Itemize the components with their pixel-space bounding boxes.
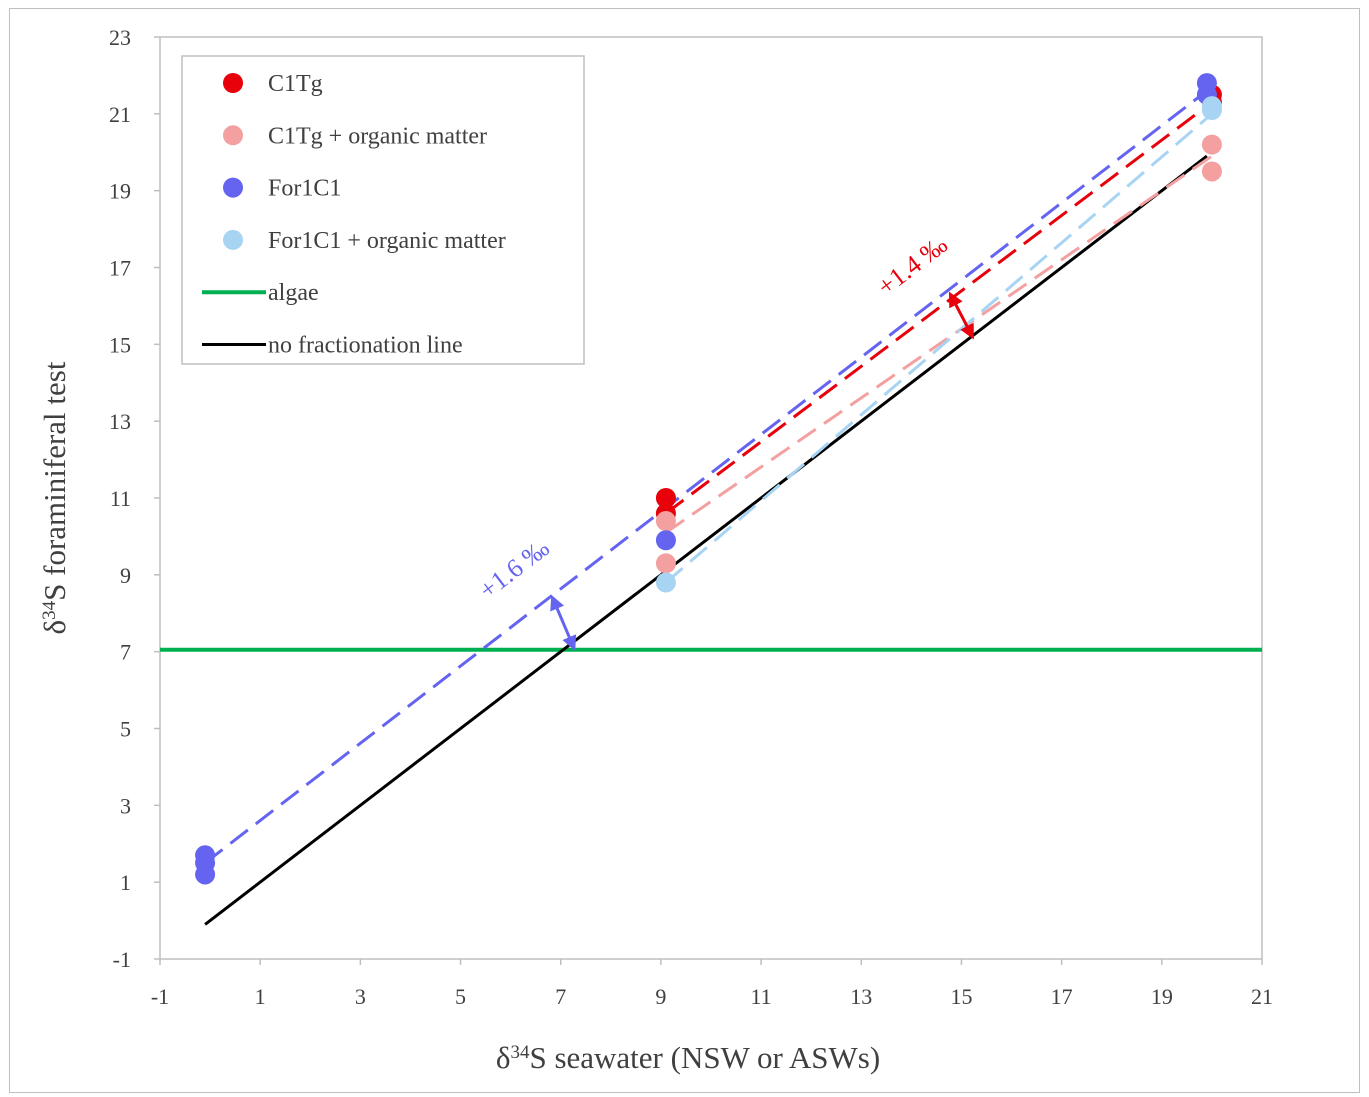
legend-label-algae: algae [268, 280, 319, 306]
y-tick-label: 15 [109, 332, 131, 357]
legend-marker-c1tg [223, 73, 243, 93]
x-tick-label: 19 [1151, 984, 1173, 1009]
y-tick-label: 17 [109, 256, 131, 281]
annotation-label: +1.4 ‰ [872, 230, 953, 301]
x-tick-label: 9 [655, 984, 666, 1009]
for1c1-point [195, 864, 216, 885]
x-tick-label: 7 [555, 984, 566, 1009]
c1tg-organic-matter-point [655, 511, 676, 532]
x-tick-label: 3 [355, 984, 366, 1009]
y-axis-title: δ34S foraminiferal test [37, 361, 72, 634]
y-tick-label: 19 [109, 179, 131, 204]
y-tick-label: 7 [120, 640, 131, 665]
x-tick-label: -1 [151, 984, 169, 1009]
x-tick-label: 5 [455, 984, 466, 1009]
annotation-arrow [550, 594, 577, 651]
x-tick-label: 1 [255, 984, 266, 1009]
data-points [195, 73, 1222, 885]
y-tick-label: 3 [120, 793, 131, 818]
legend-label-c1tg-organic-matter: C1Tg + organic matter [268, 123, 487, 149]
for1c1-organic-matter-point [1201, 99, 1222, 120]
reference-lines [160, 154, 1262, 926]
no-fractionation-line [204, 154, 1208, 926]
y-tick-label: 21 [109, 102, 131, 127]
y-tick-label: 13 [109, 409, 131, 434]
legend-label-for1c1-organic-matter: For1C1 + organic matter [268, 228, 506, 254]
c1tg-organic-matter-point [655, 553, 676, 574]
x-tick-label: 13 [850, 984, 872, 1009]
c1tg-point [655, 488, 676, 508]
legend-marker-for1c1 [223, 177, 243, 198]
c1tg-organic-matter-point [1201, 134, 1222, 155]
legend: C1Tg C1Tg + organic matter For1C1 For1C1 + … [181, 55, 585, 365]
c1tg-organic-matter-point [1201, 161, 1222, 182]
x-tick-label: 15 [950, 984, 972, 1009]
for1c1-point [655, 530, 676, 551]
trend-lines [204, 89, 1213, 865]
x-tick-label: 11 [750, 984, 771, 1009]
x-tick-label: 17 [1051, 984, 1073, 1009]
for1c1-organic-matter-trend-line [664, 112, 1213, 584]
y-tick-label: 1 [120, 870, 131, 895]
x-axis-title: δ34S seawater (NSW or ASWs) [496, 1040, 880, 1075]
y-tick-label: -1 [113, 947, 131, 972]
annotation-label: +1.6 ‰ [474, 533, 555, 604]
y-tick-label: 23 [109, 25, 131, 50]
x-axis-ticks: -1 1 3 5 7 9 11 13 15 17 19 21 [151, 959, 1273, 1009]
for1c1-trend-line [204, 89, 1208, 865]
legend-label-c1tg: C1Tg [268, 71, 323, 97]
x-tick-label: 21 [1251, 984, 1273, 1009]
legend-marker-c1tg-organic-matter [223, 125, 243, 146]
legend-label-no-fractionation-line: no fractionation line [268, 333, 463, 359]
annotation-arrow [948, 291, 974, 340]
for1c1-organic-matter-point [655, 572, 676, 593]
y-tick-label: 11 [110, 486, 131, 511]
legend-box [181, 55, 585, 365]
y-tick-label: 5 [120, 717, 131, 742]
y-tick-label: 9 [120, 563, 131, 588]
c1tg-trend-line [665, 101, 1213, 515]
c1tg-organic-matter-trend-line [665, 154, 1213, 534]
legend-marker-for1c1-organic-matter [223, 229, 243, 250]
legend-items: C1Tg C1Tg + organic matter For1C1 For1C1 + … [202, 71, 506, 359]
legend-label-for1c1: For1C1 [268, 176, 341, 202]
